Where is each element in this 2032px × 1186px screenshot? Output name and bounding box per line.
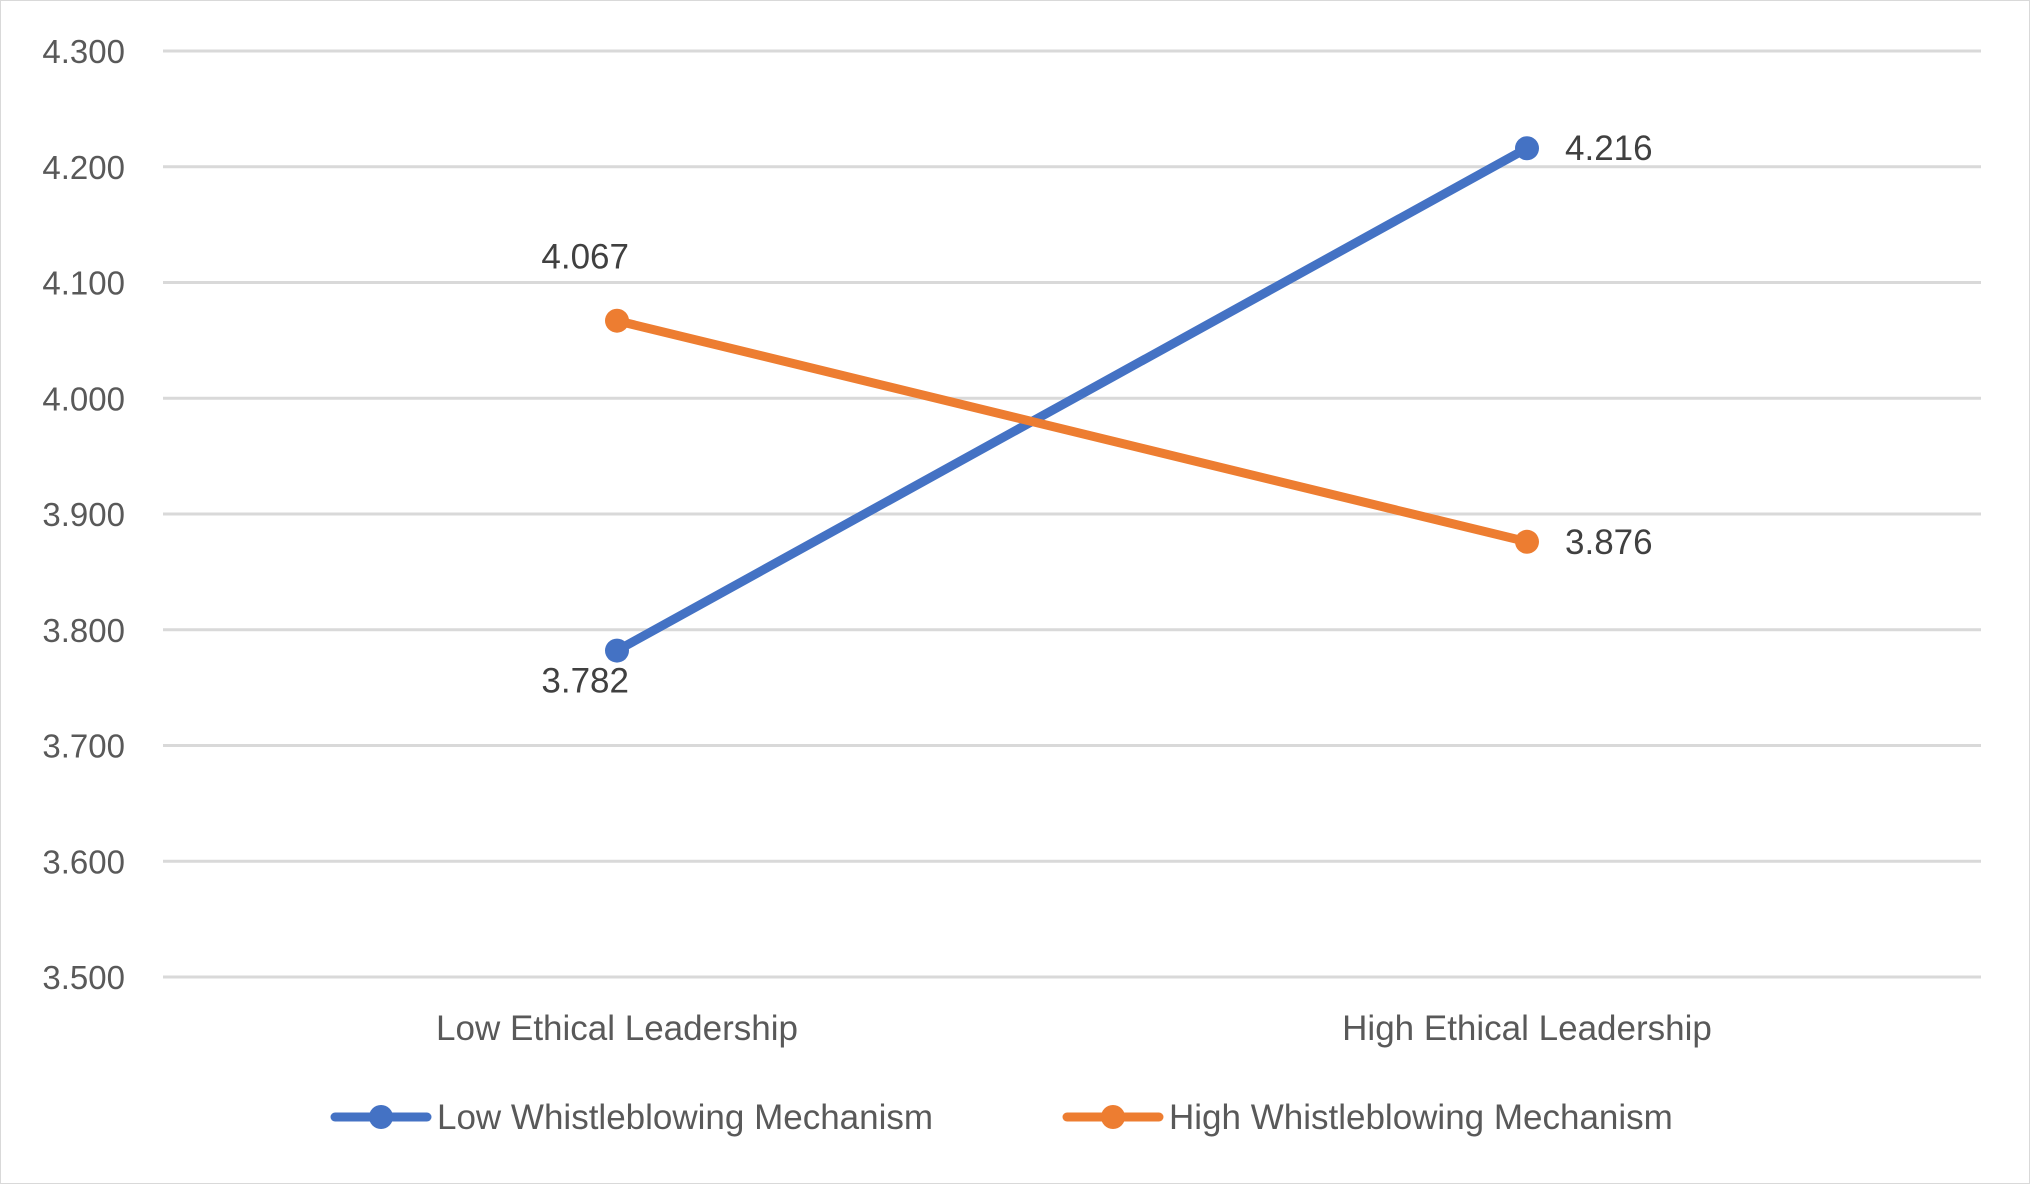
series-line-0: [612, 143, 1532, 656]
data-label: 3.782: [541, 662, 629, 701]
data-point-marker: [605, 308, 629, 333]
data-point-marker: [1515, 529, 1539, 554]
series-line-1: [612, 316, 1532, 547]
y-tick-label: 3.600: [42, 843, 125, 880]
x-category-label: Low Ethical Leadership: [436, 1009, 798, 1048]
y-tick-label: 4.200: [42, 149, 125, 186]
data-point-marker: [1515, 136, 1539, 161]
y-tick-label: 3.800: [42, 612, 125, 649]
x-category-label: High Ethical Leadership: [1342, 1009, 1712, 1048]
gridlines: [163, 49, 1981, 979]
legend: Low Whistleblowing Mechanism High Whistle…: [330, 1098, 1673, 1137]
y-axis-tick-labels: 3.500 3.600 3.700 3.800 3.900 4.000 4.100 4.200…: [42, 33, 125, 996]
y-tick-label: 4.100: [42, 265, 125, 302]
data-label: 4.067: [541, 238, 629, 277]
legend-marker: [369, 1105, 393, 1129]
y-tick-label: 3.700: [42, 728, 125, 765]
data-label: 4.216: [1565, 129, 1653, 168]
y-tick-label: 3.900: [42, 496, 125, 533]
legend-marker: [1101, 1105, 1125, 1129]
y-tick-label: 4.000: [42, 380, 125, 417]
data-point-marker: [605, 638, 629, 663]
x-axis-category-labels: Low Ethical Leadership High Ethical Leade…: [436, 1009, 1712, 1048]
legend-label: High Whistleblowing Mechanism: [1169, 1098, 1673, 1137]
legend-item: Low Whistleblowing Mechanism: [330, 1098, 933, 1137]
legend-item: High Whistleblowing Mechanism: [1062, 1098, 1673, 1137]
legend-label: Low Whistleblowing Mechanism: [437, 1098, 933, 1137]
data-label: 3.876: [1565, 523, 1653, 562]
series-lines: [605, 136, 1539, 663]
y-tick-label: 4.300: [42, 33, 125, 70]
data-labels: 3.782 4.216 4.067 3.876: [541, 129, 1652, 700]
y-tick-label: 3.500: [42, 959, 125, 996]
